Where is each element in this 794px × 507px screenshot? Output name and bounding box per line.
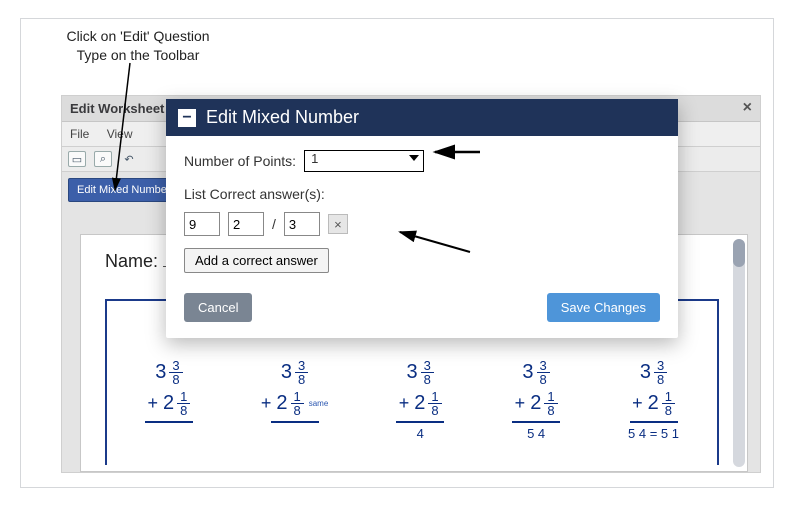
- points-select[interactable]: 1: [304, 150, 424, 172]
- problem-4: 338+2185 4: [512, 359, 560, 441]
- problem-2: 338+218same: [261, 359, 328, 441]
- cancel-button[interactable]: Cancel: [184, 293, 252, 322]
- dialog-footer: Cancel Save Changes: [184, 293, 660, 322]
- scrollbar-thumb[interactable]: [733, 239, 745, 267]
- add-answer-button[interactable]: Add a correct answer: [184, 248, 329, 273]
- problem-3: 338+2184: [396, 359, 444, 441]
- zoom-icon[interactable]: ⌕: [94, 151, 112, 167]
- dialog-body: Number of Points: 1 List Correct answer(…: [166, 136, 678, 338]
- edit-question-type-button[interactable]: Edit Mixed Number: [68, 178, 180, 202]
- close-icon[interactable]: ×: [743, 99, 752, 117]
- answer-denominator-input[interactable]: [284, 212, 320, 236]
- screenshot-frame: Click on 'Edit' Question Type on the Too…: [20, 18, 774, 488]
- fraction-slash: /: [272, 216, 276, 232]
- problem-1: 338+218: [145, 359, 193, 441]
- remove-answer-button[interactable]: ×: [328, 214, 348, 234]
- app-title-text: Edit Worksheet: [70, 101, 164, 116]
- answer-numerator-input[interactable]: [228, 212, 264, 236]
- name-label-text: Name:: [105, 251, 158, 271]
- dialog-header: − Edit Mixed Number: [166, 99, 678, 136]
- present-icon[interactable]: ▭: [68, 151, 86, 167]
- dialog-title: Edit Mixed Number: [206, 107, 359, 128]
- minimize-icon[interactable]: −: [178, 109, 196, 127]
- problem-5: 338+2185 4 = 5 1: [628, 359, 679, 441]
- answer-whole-input[interactable]: [184, 212, 220, 236]
- menu-file[interactable]: File: [70, 127, 89, 141]
- points-select-value: 1: [311, 151, 318, 166]
- problems-row: 338+218 338+218same 338+2184 338+2185 4 338+…: [111, 359, 713, 441]
- answer-row: / ×: [184, 212, 660, 236]
- chevron-down-icon: [409, 155, 419, 161]
- edit-mixed-number-dialog: − Edit Mixed Number Number of Points: 1 …: [166, 99, 678, 338]
- list-answers-label: List Correct answer(s):: [184, 186, 660, 202]
- points-label: Number of Points:: [184, 153, 296, 169]
- save-changes-button[interactable]: Save Changes: [547, 293, 660, 322]
- scrollbar-track[interactable]: [733, 239, 745, 467]
- annotation-edit-toolbar: Click on 'Edit' Question Type on the Too…: [53, 27, 223, 65]
- undo-icon[interactable]: ↶: [120, 151, 138, 167]
- menu-view[interactable]: View: [107, 127, 133, 141]
